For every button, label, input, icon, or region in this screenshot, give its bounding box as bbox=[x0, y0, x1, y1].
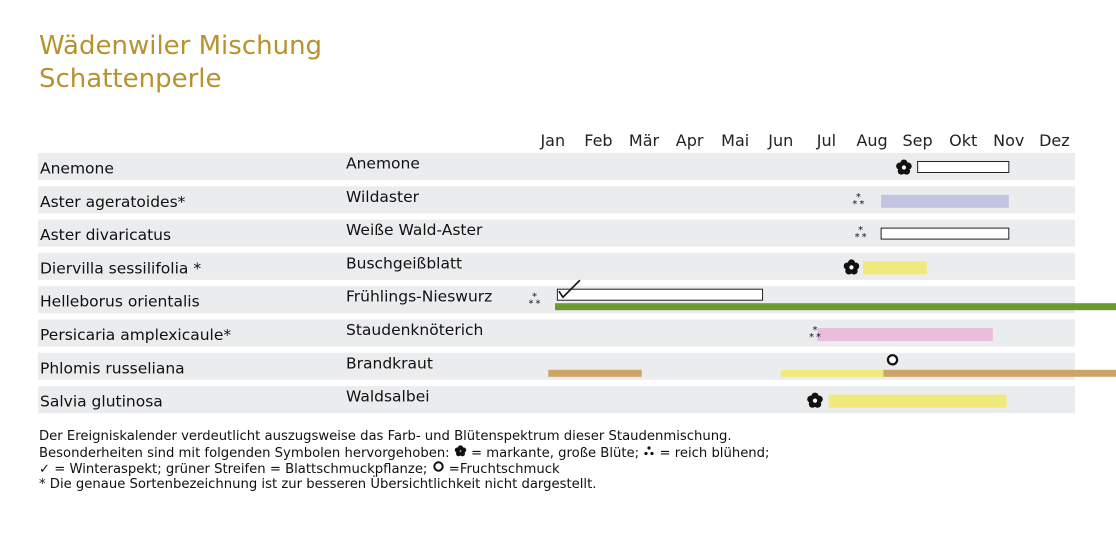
season-bar bbox=[555, 303, 1116, 311]
month-label: Mär bbox=[629, 131, 660, 150]
season-bar bbox=[780, 369, 884, 377]
reich-bluehend-icon: ** * bbox=[809, 325, 821, 343]
bloom-bar bbox=[556, 288, 764, 301]
svg-text:*: * bbox=[852, 199, 857, 210]
chart-subtitle: Schattenperle bbox=[39, 64, 222, 94]
german-name: Anemone bbox=[346, 155, 420, 173]
svg-text:*: * bbox=[858, 225, 863, 236]
season-bar bbox=[883, 369, 1116, 377]
month-label: Jun bbox=[767, 131, 793, 150]
month-label: Nov bbox=[993, 131, 1024, 150]
markant-flower-icon bbox=[896, 159, 912, 175]
bloom-bar bbox=[881, 194, 1009, 208]
month-label: Dez bbox=[1039, 131, 1070, 150]
bloom-bar bbox=[862, 261, 927, 275]
svg-text:*: * bbox=[816, 332, 821, 343]
svg-text:*: * bbox=[532, 292, 537, 303]
month-label: Mai bbox=[721, 131, 749, 150]
reich-bluehend-icon: ** * bbox=[855, 225, 867, 243]
latin-name: Diervilla sessilifolia * bbox=[40, 259, 201, 277]
bloom-calendar-chart: Jan Feb Mär Apr Mai Jun Jul Aug Sep Okt Nov Dez Anem… bbox=[38, 131, 1116, 414]
german-name: Weiße Wald-Aster bbox=[346, 221, 483, 239]
svg-text:*: * bbox=[536, 299, 541, 310]
legend-reich-text: = reich blühend; bbox=[655, 446, 770, 461]
bloom-bar bbox=[828, 394, 1007, 408]
month-label: Jul bbox=[816, 131, 836, 150]
svg-text:*: * bbox=[529, 299, 534, 310]
month-label: Sep bbox=[903, 131, 933, 150]
winter-check-icon bbox=[558, 279, 581, 299]
season-bar bbox=[548, 369, 642, 377]
latin-name: Aster ageratoides* bbox=[40, 193, 186, 211]
markant-flower-icon bbox=[454, 445, 467, 457]
latin-name: Persicaria amplexicaule* bbox=[40, 326, 231, 344]
bloom-bar bbox=[917, 161, 1010, 173]
svg-text:*: * bbox=[856, 192, 861, 203]
bloom-bar bbox=[880, 227, 1010, 240]
reich-bluehend-icon bbox=[644, 446, 654, 456]
svg-text:*: * bbox=[813, 325, 818, 336]
legend-markant-text: = markante, große Blüte; bbox=[466, 446, 644, 461]
chart-title: Wädenwiler Mischung bbox=[39, 31, 323, 61]
bloom-bar bbox=[817, 328, 993, 341]
latin-name: Salvia glutinosa bbox=[40, 393, 163, 411]
legend-frucht-text: =Fruchtschmuck bbox=[444, 462, 560, 477]
german-name: Brandkraut bbox=[346, 354, 433, 372]
month-label: Okt bbox=[949, 131, 977, 150]
svg-text:*: * bbox=[809, 332, 814, 343]
month-label: Feb bbox=[584, 131, 612, 150]
german-name: Staudenknöterich bbox=[346, 321, 483, 339]
month-label: Apr bbox=[676, 131, 704, 150]
fruchtschmuck-icon bbox=[886, 354, 899, 366]
svg-text:*: * bbox=[855, 232, 860, 243]
legend-line-2-text: Besonderheiten sind mit folgenden Symbol… bbox=[39, 446, 454, 461]
german-name: Waldsalbei bbox=[346, 388, 430, 406]
legend-line-3: ✓ = Winteraspekt; grüner Streifen = Blat… bbox=[39, 461, 560, 478]
legend-winter-text: ✓ = Winteraspekt; grüner Streifen = Blat… bbox=[39, 462, 432, 477]
month-label: Aug bbox=[856, 131, 887, 150]
legend-line-2: Besonderheiten sind mit folgenden Symbol… bbox=[39, 445, 769, 462]
german-name: Wildaster bbox=[346, 188, 420, 206]
reich-bluehend-icon: ** * bbox=[529, 292, 541, 310]
markant-flower-icon bbox=[843, 259, 860, 275]
latin-name: Helleborus orientalis bbox=[40, 293, 200, 311]
latin-name: Phlomis russeliana bbox=[40, 359, 185, 377]
legend-line-4: * Die genaue Sortenbezeichnung ist zur b… bbox=[39, 477, 597, 492]
latin-name: Aster divaricatus bbox=[40, 226, 171, 244]
legend-line-1: Der Ereigniskalender verdeutlicht auszug… bbox=[39, 429, 732, 444]
german-name: Frühlings-Nieswurz bbox=[346, 288, 492, 306]
latin-name: Anemone bbox=[40, 160, 114, 178]
svg-text:*: * bbox=[862, 232, 867, 243]
month-label: Jan bbox=[539, 131, 565, 150]
markant-flower-icon bbox=[807, 392, 823, 408]
svg-text:*: * bbox=[859, 199, 864, 210]
german-name: Buschgeißblatt bbox=[346, 254, 462, 272]
reich-bluehend-icon: ** * bbox=[852, 192, 864, 210]
fruchtschmuck-icon bbox=[432, 461, 444, 472]
